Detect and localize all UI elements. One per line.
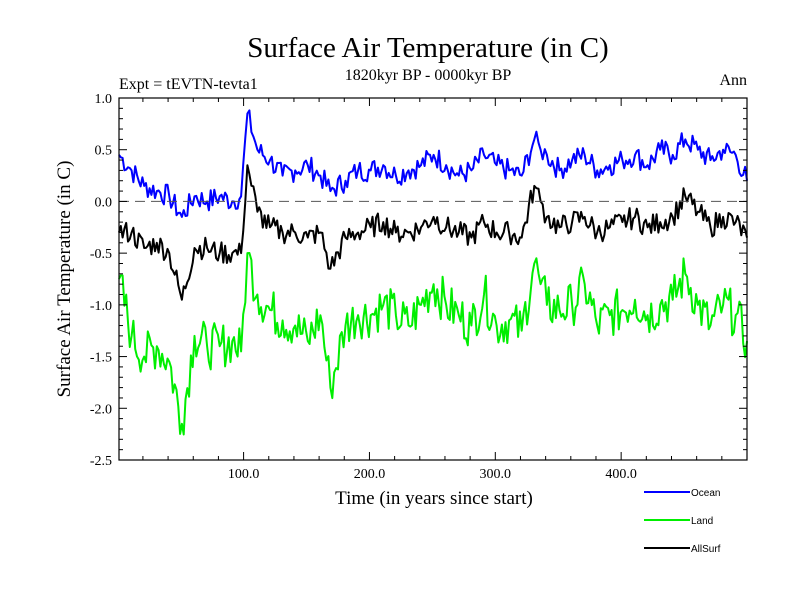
- y-tick-label: -2.0: [90, 402, 112, 417]
- x-tick-label: 200.0: [354, 467, 386, 482]
- season-label: Ann: [719, 72, 747, 89]
- y-tick-label: -1.0: [90, 299, 112, 314]
- x-tick-label: 300.0: [480, 467, 512, 482]
- y-axis: -2.5 -2.0 -1.5 -1.0 -0.5 0.0 0.5 1.0: [90, 92, 747, 469]
- plot-area: 100.0 200.0 300.0 400.0 -2.5 -2.0 -1.5 -1.0 -0.…: [90, 92, 748, 482]
- y-axis-label: Surface Air Temperature (in C): [54, 161, 75, 398]
- plot-frame: [118, 97, 748, 461]
- y-tick-label: -2.5: [90, 454, 112, 469]
- experiment-label: Expt = tEVTN-tevta1: [119, 76, 258, 93]
- x-axis-label: Time (in years since start): [335, 488, 533, 509]
- legend: Ocean Land AllSurf: [644, 488, 721, 555]
- y-tick-label: 0.0: [95, 195, 113, 210]
- series-layer: [118, 109, 748, 436]
- x-tick-label: 400.0: [605, 467, 637, 482]
- series-line-land: [118, 252, 748, 436]
- y-tick-label: 0.5: [95, 144, 113, 159]
- y-tick-label: -0.5: [90, 247, 112, 262]
- x-axis: 100.0 200.0 300.0 400.0: [142, 98, 723, 482]
- y-tick-label: -1.5: [90, 351, 112, 366]
- series-line-ocean: [118, 109, 748, 218]
- chart-title: Surface Air Temperature (in C): [247, 32, 608, 64]
- chart-subtitle: 1820kyr BP - 0000kyr BP: [345, 67, 512, 84]
- legend-label-allsurf: AllSurf: [691, 544, 721, 555]
- legend-label-ocean: Ocean: [691, 488, 720, 499]
- x-tick-label: 100.0: [228, 467, 260, 482]
- legend-label-land: Land: [691, 516, 713, 527]
- series-line-allsurf: [118, 164, 748, 301]
- y-tick-label: 1.0: [95, 92, 113, 107]
